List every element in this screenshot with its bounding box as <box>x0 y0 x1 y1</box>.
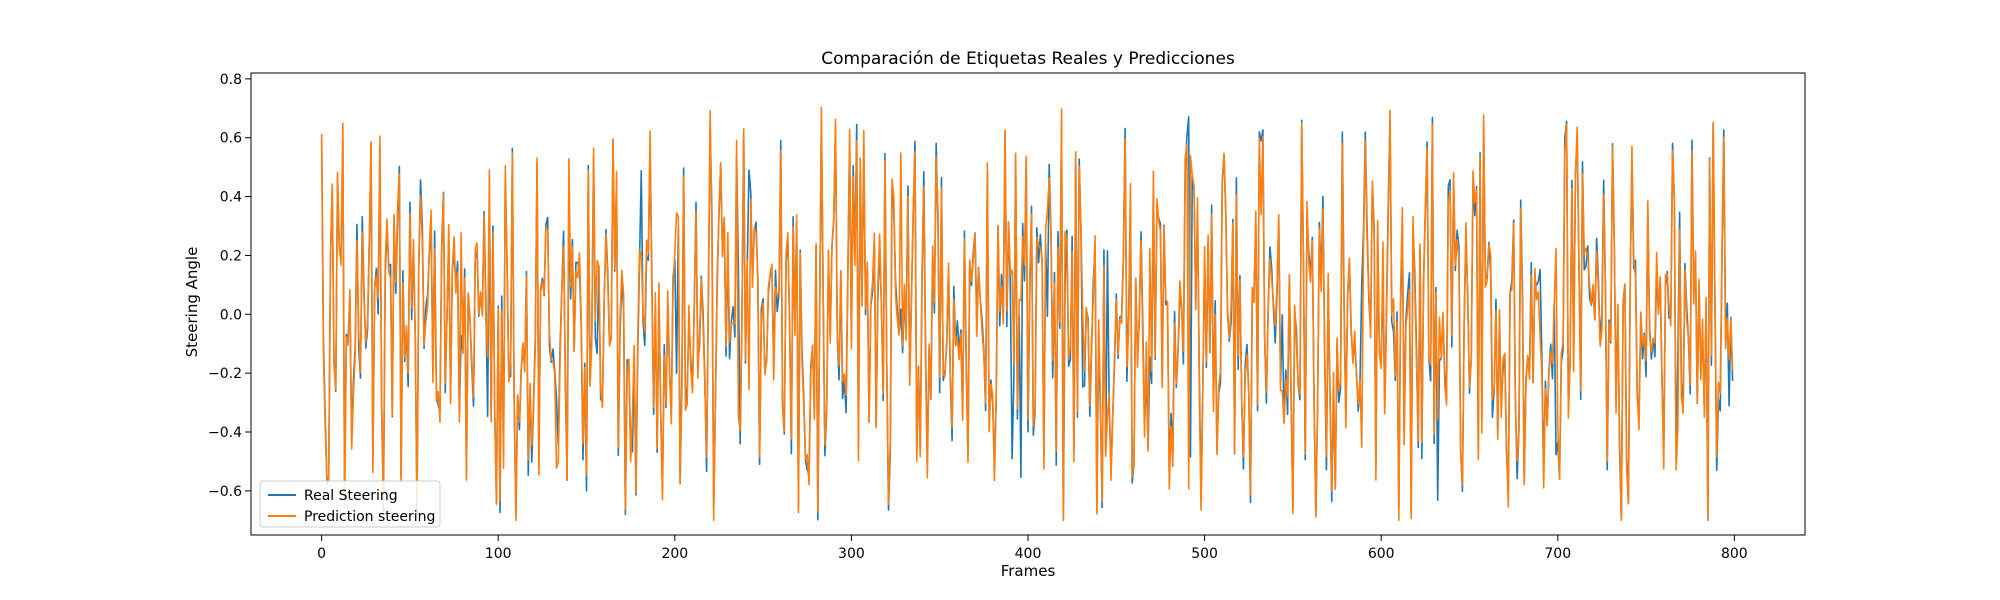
y-axis-title: Steering Angle <box>183 247 201 358</box>
y-tick-label: 0.8 <box>220 72 242 88</box>
x-tick-label: 700 <box>1544 546 1571 562</box>
x-axis: 0 100 200 300 400 500 600 700 800 <box>317 535 1748 562</box>
x-tick-label: 100 <box>485 546 512 562</box>
y-axis: −0.6 −0.4 −0.2 0.0 0.2 0.4 0.6 0.8 <box>208 72 251 500</box>
x-tick-label: 600 <box>1368 546 1395 562</box>
y-tick-label: 0.4 <box>220 190 242 206</box>
x-tick-label: 400 <box>1015 546 1042 562</box>
legend-label: Real Steering <box>304 488 398 504</box>
x-tick-label: 200 <box>661 546 688 562</box>
legend-label: Prediction steering <box>304 509 435 525</box>
legend: Real Steering Prediction steering <box>259 480 441 528</box>
x-tick-label: 500 <box>1191 546 1218 562</box>
y-tick-label: −0.6 <box>208 484 242 500</box>
plot-area <box>250 72 1806 536</box>
legend-box <box>259 480 441 528</box>
chart-title: Comparación de Etiquetas Reales y Predic… <box>821 49 1235 69</box>
x-tick-label: 800 <box>1721 546 1748 562</box>
x-axis-title: Frames <box>1001 562 1056 580</box>
y-tick-label: −0.4 <box>208 425 242 441</box>
x-tick-label: 300 <box>838 546 865 562</box>
x-tick-label: 0 <box>317 546 326 562</box>
series-line-prediction-steering <box>320 106 1734 522</box>
y-tick-label: −0.2 <box>208 366 242 382</box>
y-tick-label: 0.0 <box>220 307 242 323</box>
y-tick-label: 0.6 <box>220 131 242 147</box>
y-tick-label: 0.2 <box>220 248 242 264</box>
